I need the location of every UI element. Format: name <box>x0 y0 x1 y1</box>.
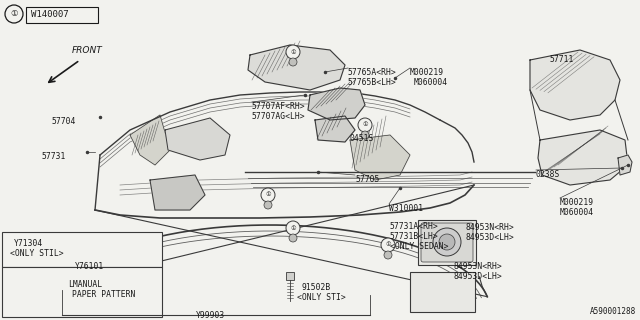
Text: M060004: M060004 <box>414 78 448 87</box>
Polygon shape <box>538 130 628 185</box>
Bar <box>418 220 476 265</box>
Text: 57705: 57705 <box>355 175 380 184</box>
Text: 57731: 57731 <box>42 152 67 161</box>
Circle shape <box>261 188 275 202</box>
Text: W140007: W140007 <box>31 10 68 19</box>
Text: ①: ① <box>290 226 296 230</box>
Bar <box>2 267 162 317</box>
Text: 57765A<RH>: 57765A<RH> <box>348 68 397 77</box>
Text: ①: ① <box>265 193 271 197</box>
Bar <box>410 272 475 312</box>
Text: 84953N<RH>: 84953N<RH> <box>466 223 515 232</box>
Text: 84953D<LH>: 84953D<LH> <box>454 272 503 281</box>
Circle shape <box>264 201 272 209</box>
Text: LMANUAL: LMANUAL <box>68 280 102 289</box>
Text: ①: ① <box>362 123 368 127</box>
Text: ①: ① <box>10 10 18 19</box>
Text: 57711: 57711 <box>550 55 574 64</box>
Text: Y76101: Y76101 <box>75 262 104 271</box>
Text: <ONLY STIL>: <ONLY STIL> <box>10 249 63 258</box>
Circle shape <box>286 45 300 59</box>
Circle shape <box>439 234 455 250</box>
Text: Y71304: Y71304 <box>14 239 44 248</box>
Text: 57704: 57704 <box>52 117 76 126</box>
Polygon shape <box>315 116 355 142</box>
Text: 57731A<RH>: 57731A<RH> <box>390 222 439 231</box>
Circle shape <box>289 58 297 66</box>
FancyBboxPatch shape <box>421 223 473 262</box>
Polygon shape <box>165 118 230 160</box>
Bar <box>2 232 162 267</box>
Text: ①: ① <box>290 50 296 54</box>
Circle shape <box>358 118 372 132</box>
Polygon shape <box>150 175 205 210</box>
Bar <box>26 7 98 23</box>
Polygon shape <box>530 50 620 120</box>
Text: M060004: M060004 <box>560 208 594 217</box>
Polygon shape <box>130 115 170 165</box>
Text: 57765B<LH>: 57765B<LH> <box>348 78 397 87</box>
Text: 84953N<RH>: 84953N<RH> <box>454 262 503 271</box>
Polygon shape <box>248 45 345 90</box>
Circle shape <box>433 228 461 256</box>
Text: W310001: W310001 <box>389 204 423 213</box>
Polygon shape <box>350 135 410 180</box>
Circle shape <box>361 131 369 139</box>
Text: Y99903: Y99903 <box>196 311 225 320</box>
Circle shape <box>286 221 300 235</box>
Text: M000219: M000219 <box>560 198 594 207</box>
Polygon shape <box>618 155 632 175</box>
Text: M000219: M000219 <box>410 68 444 77</box>
Circle shape <box>289 234 297 242</box>
Text: 57731B<LH>: 57731B<LH> <box>390 232 439 241</box>
Text: 0238S: 0238S <box>536 170 561 179</box>
Text: 57707AG<LH>: 57707AG<LH> <box>252 112 306 121</box>
Text: 0451S: 0451S <box>349 134 373 143</box>
Circle shape <box>381 238 395 252</box>
Text: <ONLY STI>: <ONLY STI> <box>297 293 346 302</box>
Text: PAPER PATTERN: PAPER PATTERN <box>72 290 136 299</box>
Text: 91502B: 91502B <box>302 283 332 292</box>
Bar <box>286 272 294 280</box>
Polygon shape <box>308 88 365 120</box>
Text: A590001288: A590001288 <box>589 307 636 316</box>
Text: <ONLY SEDAN>: <ONLY SEDAN> <box>390 242 449 251</box>
Text: ①: ① <box>385 243 391 247</box>
Polygon shape <box>52 250 82 272</box>
Circle shape <box>384 251 392 259</box>
Text: 84953D<LH>: 84953D<LH> <box>466 233 515 242</box>
Text: 57707AF<RH>: 57707AF<RH> <box>252 102 306 111</box>
Circle shape <box>5 5 23 23</box>
Text: FRONT: FRONT <box>72 46 103 55</box>
